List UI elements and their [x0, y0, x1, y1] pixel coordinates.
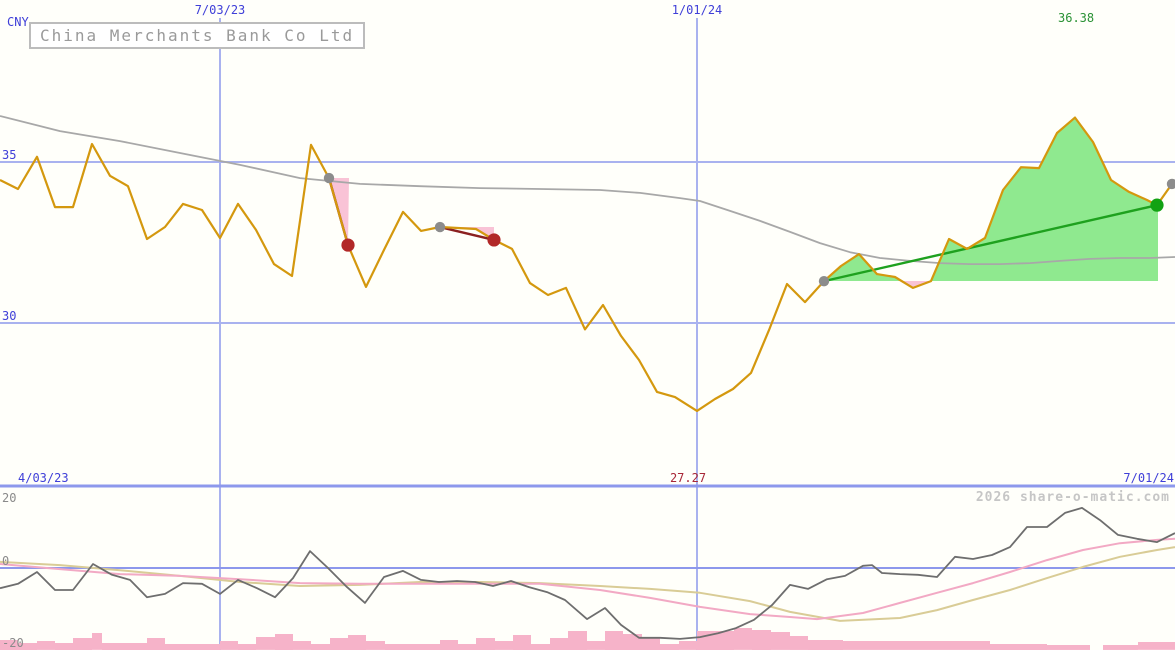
volume-bar	[238, 644, 256, 650]
entry-marker	[818, 275, 830, 287]
volume-bar	[330, 638, 348, 650]
volume-bar	[366, 641, 385, 650]
volume-bar	[679, 641, 697, 650]
price-line	[0, 116, 1173, 412]
entry-marker	[323, 172, 335, 184]
watermark: 2026 share-o-matic.com	[976, 490, 1170, 505]
volume-bar	[458, 644, 476, 650]
volume-bar	[808, 640, 843, 650]
grid-layer	[0, 18, 1175, 650]
volume-bar	[990, 644, 1047, 650]
volume-bar	[495, 641, 513, 650]
last-price-marker	[1166, 178, 1175, 190]
momentum-line	[0, 506, 1175, 640]
exit-marker-gain	[1150, 198, 1164, 212]
volume-bar	[752, 630, 771, 650]
volume-bar	[1138, 642, 1175, 650]
trade-line-loss	[439, 225, 495, 242]
volume-bar	[147, 638, 165, 650]
volume-bar	[771, 632, 790, 650]
volume-bar	[734, 628, 752, 650]
volume-bar	[623, 634, 642, 650]
top-date-label: 1/01/24	[672, 3, 723, 17]
volume-bar	[311, 644, 330, 650]
volume-bar	[102, 643, 147, 650]
volume-bar	[568, 631, 587, 650]
osc-tick-label: 20	[2, 491, 16, 505]
moving-average-line	[0, 115, 1175, 266]
volume-bar	[0, 640, 18, 650]
volume-bar	[275, 634, 293, 650]
volume-bar	[165, 644, 220, 650]
series-layer	[0, 115, 1175, 640]
volume-bar	[790, 636, 808, 650]
bottom-date-label: 4/03/23	[18, 471, 69, 485]
histogram-layer	[0, 628, 1175, 650]
chart-title: China Merchants Bank Co Ltd	[29, 22, 366, 49]
price-tick-label: 35	[2, 148, 16, 162]
volume-bar	[587, 641, 605, 650]
volume-bar	[18, 643, 37, 650]
volume-bar	[73, 638, 92, 650]
volume-bar	[220, 641, 238, 650]
volume-bar	[550, 638, 568, 650]
top-date-label: 7/03/23	[195, 3, 246, 17]
volume-bar	[37, 641, 55, 650]
volume-bar	[293, 641, 311, 650]
volume-bar	[513, 635, 531, 650]
signal-pink-line	[0, 537, 1175, 621]
volume-bar	[385, 644, 440, 650]
low-price-label: 27.27	[670, 471, 706, 485]
volume-bar	[1103, 645, 1138, 650]
volume-bar	[55, 643, 73, 650]
volume-bar	[92, 633, 102, 650]
bottom-date-label: 7/01/24	[1123, 471, 1174, 485]
volume-bar	[348, 635, 366, 650]
exit-marker-loss	[487, 233, 501, 247]
volume-bar	[660, 644, 679, 650]
axis-label-layer: 7/03/23 1/01/24 4/03/23 7/01/24 35 30 20 0 -20	[2, 3, 1174, 650]
volume-bar	[531, 644, 550, 650]
high-price-label: 36.38	[1058, 11, 1094, 25]
volume-bar	[440, 640, 458, 650]
osc-tick-label: 0	[2, 554, 9, 568]
signal-fill-loss	[440, 227, 494, 240]
volume-bar	[476, 638, 495, 650]
price-tick-label: 30	[2, 309, 16, 323]
osc-tick-label: -20	[2, 636, 24, 650]
volume-bar	[642, 638, 660, 650]
volume-bar	[843, 641, 990, 650]
volume-bar	[1047, 645, 1090, 650]
marker-layer	[323, 172, 1175, 287]
volume-bar	[605, 631, 623, 650]
trade-line-gain	[823, 203, 1158, 283]
entry-marker	[434, 221, 446, 233]
currency-label: CNY	[7, 15, 29, 29]
exit-marker-loss	[341, 238, 355, 252]
signal-fill-gain	[824, 118, 1158, 281]
signal-tan-line	[0, 546, 1175, 622]
volume-bar	[256, 637, 275, 650]
